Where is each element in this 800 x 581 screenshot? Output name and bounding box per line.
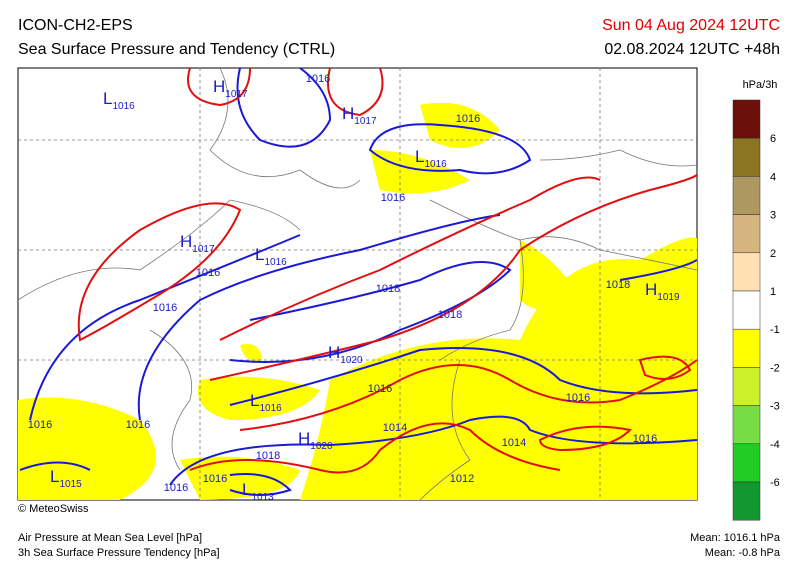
colorbar-tick: 3 <box>770 210 776 222</box>
center-pressure: 1016 <box>112 101 135 112</box>
tendency-area <box>18 102 697 500</box>
center-symbol: H <box>328 343 340 362</box>
center-symbol: L <box>250 391 259 410</box>
center-pressure: 1020 <box>310 441 333 452</box>
pressure-center: L1016 <box>250 391 282 414</box>
isobar-label: 1016 <box>153 302 177 314</box>
map <box>17 67 698 501</box>
isobar-label: 1016 <box>196 267 220 279</box>
colorbar-tick: 1 <box>770 286 776 298</box>
pressure-center: H1019 <box>645 280 680 303</box>
colorbar-tick: 6 <box>770 133 776 145</box>
colorbar-box <box>732 176 761 215</box>
isobar-label: 1018 <box>438 309 462 321</box>
model: ICON-CH2-EPS <box>18 17 133 34</box>
colorbar-box <box>732 99 761 139</box>
pressure-center: H1020 <box>328 343 363 366</box>
colorbar-tick: -6 <box>770 477 780 489</box>
pressure-center: H1017 <box>342 104 377 127</box>
pressure-center: L1015 <box>50 467 82 490</box>
center-pressure: 1016 <box>259 403 282 414</box>
colorbar-tick: -2 <box>770 362 780 374</box>
isobar-label: 1016 <box>28 419 52 431</box>
colorbar-tick: -1 <box>770 324 780 336</box>
pressure-center: H1020 <box>298 429 333 452</box>
legend-tendency: 3h Sea Surface Pressure Tendency [hPa] <box>18 547 220 559</box>
center-symbol: H <box>213 77 225 96</box>
isobar-label: 1012 <box>450 473 474 485</box>
center-symbol: L <box>103 89 112 108</box>
colorbar-box <box>732 367 761 406</box>
isobars <box>19 68 697 496</box>
center-pressure: 1017 <box>225 89 248 100</box>
colorbar-box <box>732 443 761 483</box>
center-pressure: 1017 <box>192 244 215 255</box>
colorbar-tick: 2 <box>770 248 776 260</box>
isobar-label: 1018 <box>376 283 400 295</box>
isobar-label: 1018 <box>606 279 630 291</box>
center-symbol: L <box>415 147 424 166</box>
pressure-center: L1016 <box>103 89 135 112</box>
center-pressure: 1013 <box>251 492 274 503</box>
center-pressure: 1015 <box>59 479 82 490</box>
colorbar-box <box>732 405 761 445</box>
isobar-label: 1016 <box>203 473 227 485</box>
isobar-label: 1016 <box>633 433 657 445</box>
run: 02.08.2024 12UTC +48h <box>604 41 780 58</box>
center-symbol: L <box>255 245 264 264</box>
colorbar-tick: 4 <box>770 171 776 183</box>
colorbar-box <box>732 290 761 330</box>
colorbar-tick: -3 <box>770 401 780 413</box>
isobar-label: 1016 <box>126 419 150 431</box>
isobar-label: 1016 <box>381 192 405 204</box>
colorbar-unit: hPa/3h <box>743 79 778 91</box>
colorbar-box <box>732 252 761 292</box>
colorbar-box <box>732 481 761 521</box>
center-pressure: 1017 <box>354 116 377 127</box>
center-pressure: 1016 <box>264 257 287 268</box>
isobar-label: 1016 <box>368 383 392 395</box>
borders <box>18 68 697 500</box>
mean-pressure: Mean: 1016.1 hPa <box>690 532 781 544</box>
center-symbol: L <box>50 467 59 486</box>
pressure-center: H1017 <box>213 77 248 100</box>
center-symbol: H <box>342 104 354 123</box>
colorbar-box <box>732 137 761 177</box>
colorbar-tick: -4 <box>770 439 780 451</box>
pressure-center: L1013 <box>242 480 274 503</box>
mean-tendency: Mean: -0.8 hPa <box>705 547 781 559</box>
center-symbol: L <box>242 480 251 499</box>
isobar-label: 1016 <box>566 392 590 404</box>
isobar-label: 1014 <box>502 437 526 449</box>
colorbar-box <box>732 328 761 368</box>
colorbar-box <box>732 214 761 254</box>
legend-pressure: Air Pressure at Mean Sea Level [hPa] <box>18 532 202 544</box>
pressure-center: L1016 <box>415 147 447 170</box>
center-symbol: H <box>298 429 310 448</box>
isobar-label: 1018 <box>256 450 280 462</box>
isobar-label: 1016 <box>164 482 188 494</box>
isobar-label: 1016 <box>306 73 330 85</box>
center-symbol: H <box>645 280 657 299</box>
pressure-center: H1017 <box>180 232 215 255</box>
title: Sea Surface Pressure and Tendency (CTRL) <box>18 41 335 58</box>
pressure-center: L1016 <box>255 245 287 268</box>
isobar-label: 1014 <box>383 422 407 434</box>
copyright: © MeteoSwiss <box>18 503 89 515</box>
center-pressure: 1019 <box>657 292 680 303</box>
center-symbol: H <box>180 232 192 251</box>
valid-time: Sun 04 Aug 2024 12UTC <box>602 17 780 34</box>
center-pressure: 1016 <box>424 159 447 170</box>
isobar-label: 1016 <box>456 113 480 125</box>
center-pressure: 1020 <box>340 355 363 366</box>
